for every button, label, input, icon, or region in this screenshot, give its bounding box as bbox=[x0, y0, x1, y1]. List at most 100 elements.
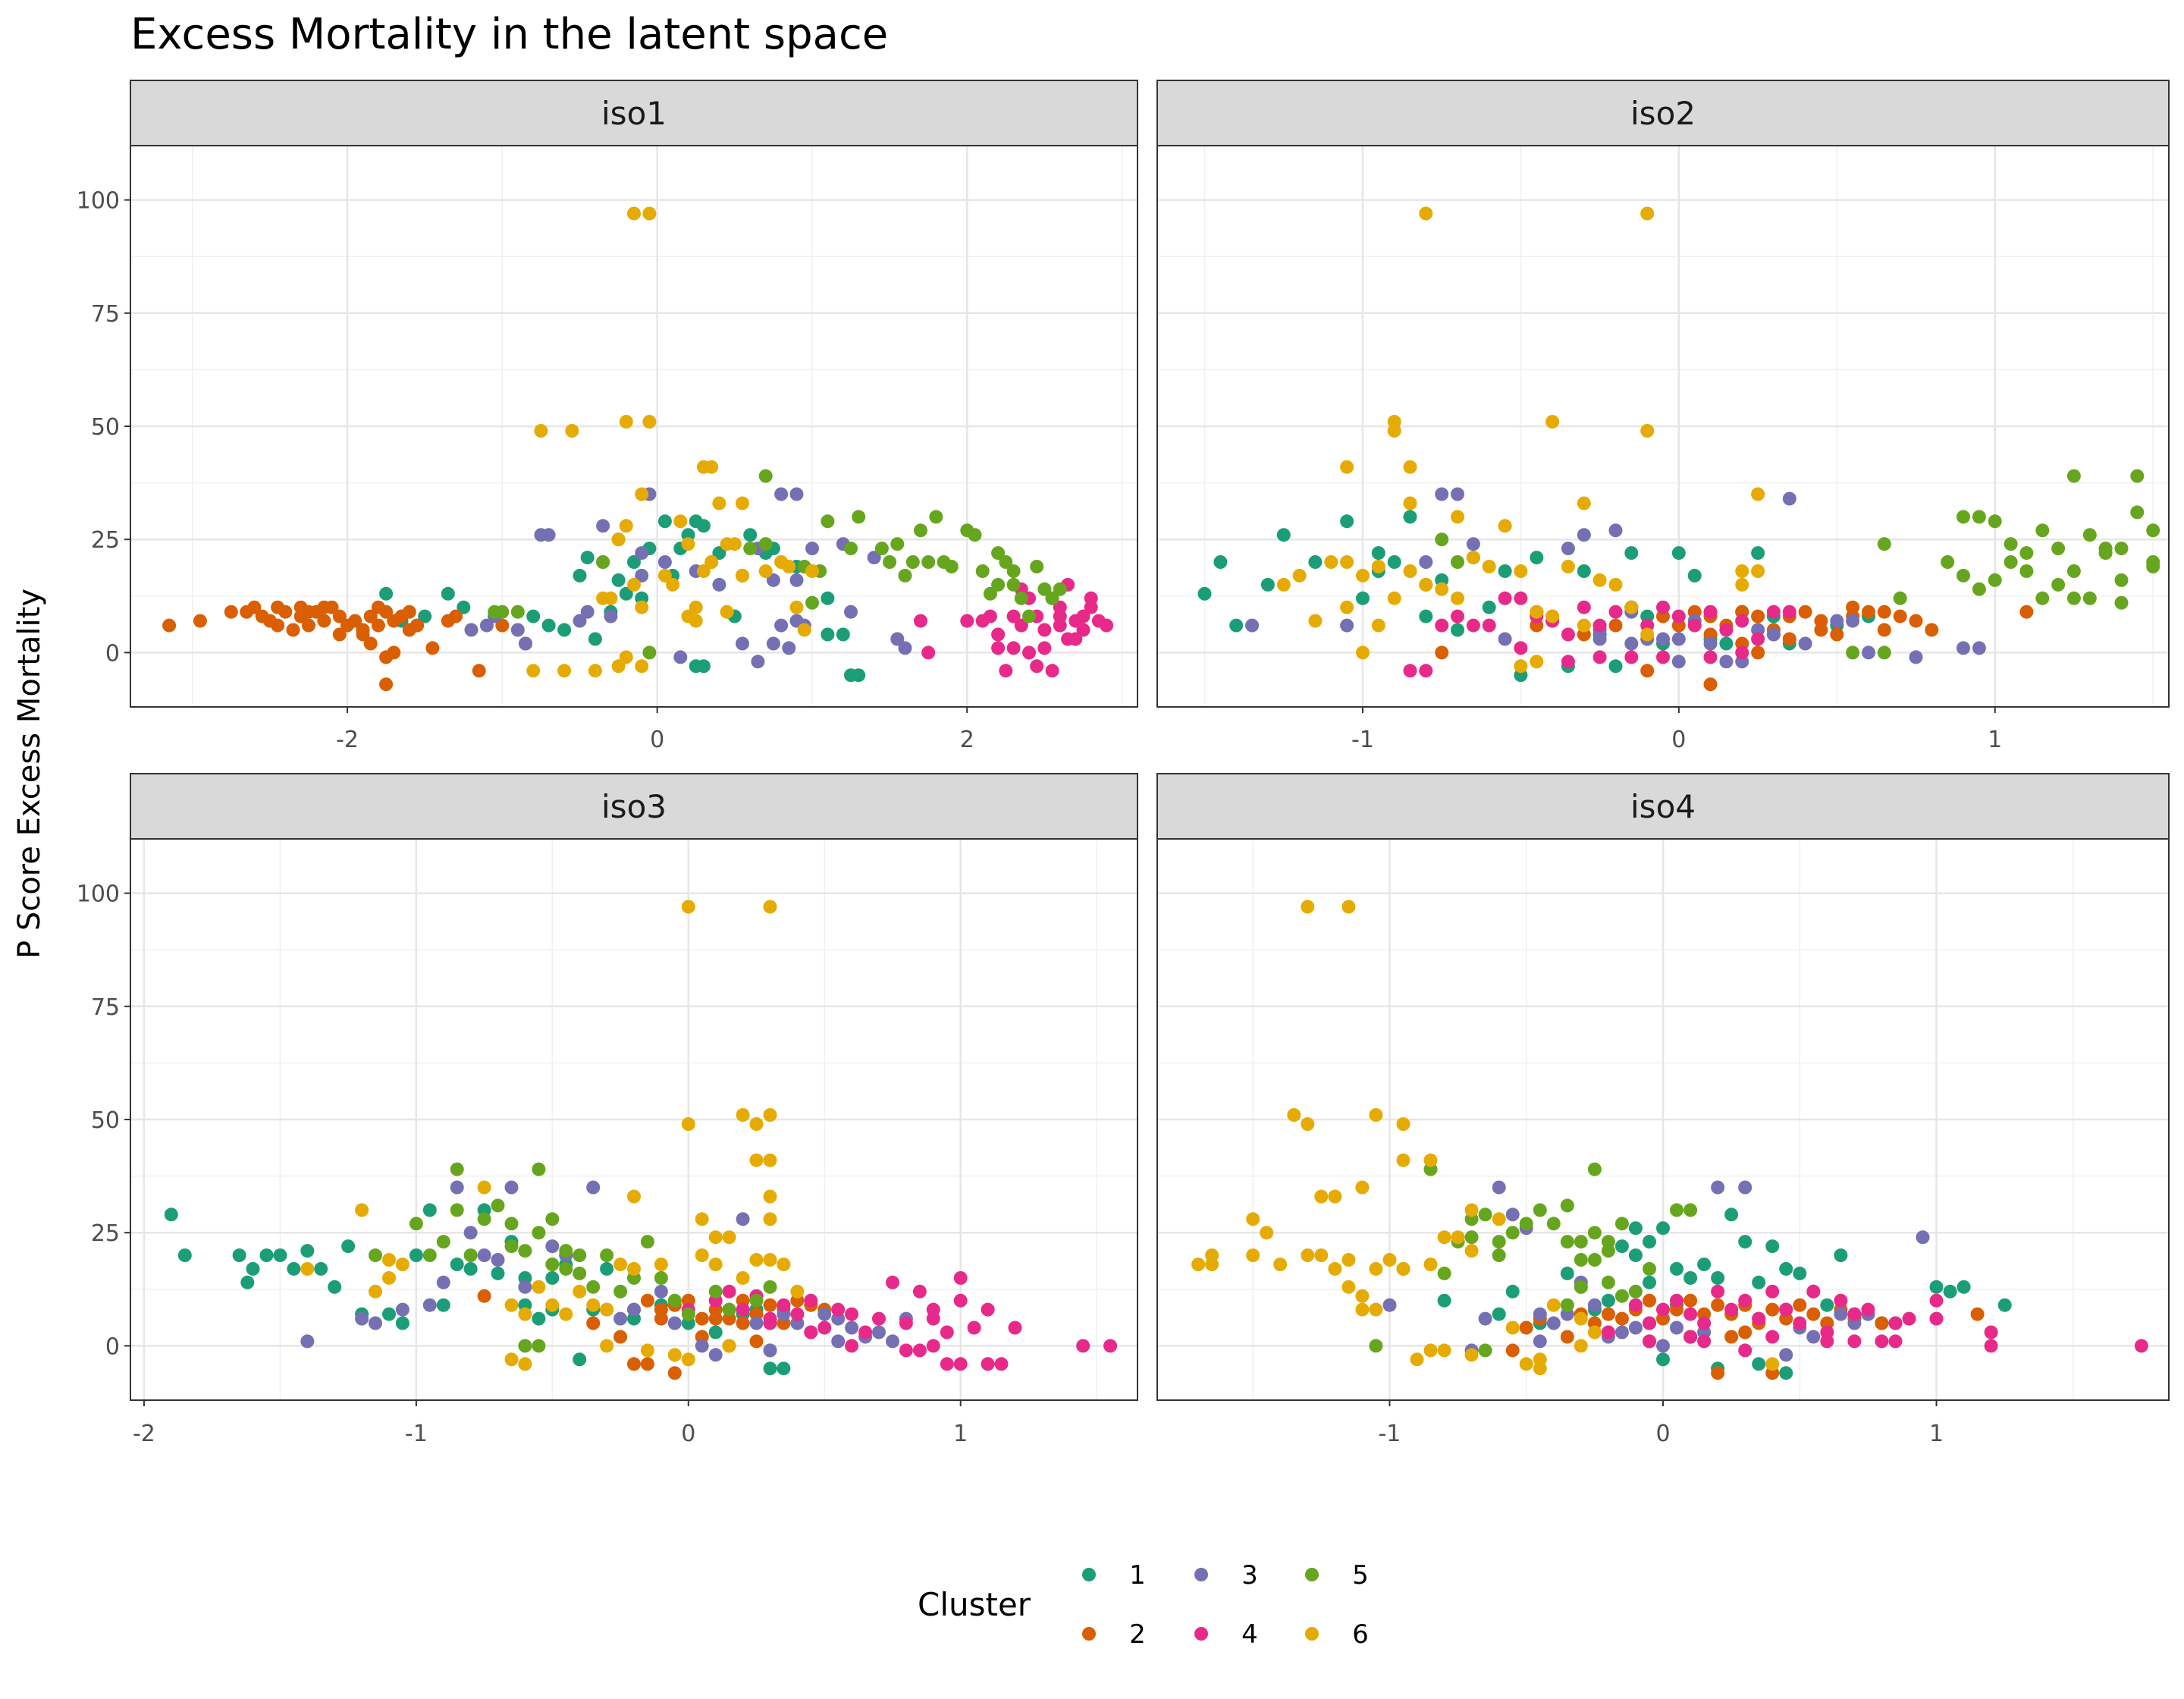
data-point-cluster-1 bbox=[619, 586, 633, 601]
data-point-cluster-3 bbox=[766, 636, 780, 651]
data-point-cluster-3 bbox=[763, 1343, 777, 1358]
data-point-cluster-2 bbox=[193, 614, 207, 628]
data-point-cluster-6 bbox=[1369, 1302, 1383, 1317]
data-point-cluster-5 bbox=[2082, 528, 2097, 542]
data-point-cluster-6 bbox=[1533, 1352, 1547, 1367]
data-point-cluster-4 bbox=[1014, 618, 1028, 633]
data-point-cluster-6 bbox=[300, 1261, 315, 1276]
data-point-cluster-5 bbox=[991, 577, 1006, 592]
facet-panel-iso1: iso1 0 25 50 75 100 -2 0 2 bbox=[77, 80, 1138, 753]
legend-label-cluster-6: 6 bbox=[1352, 1619, 1369, 1650]
data-point-cluster-3 bbox=[867, 551, 881, 565]
data-point-cluster-1 bbox=[696, 659, 711, 674]
data-point-cluster-6 bbox=[1466, 551, 1480, 565]
data-point-cluster-4 bbox=[1103, 1339, 1118, 1353]
data-point-cluster-6 bbox=[763, 1153, 777, 1167]
data-point-cluster-4 bbox=[1806, 1284, 1821, 1299]
data-point-cluster-6 bbox=[1561, 560, 1575, 573]
data-point-cluster-5 bbox=[2066, 564, 2081, 578]
data-point-cluster-5 bbox=[1574, 1235, 1588, 1249]
data-point-cluster-6 bbox=[763, 1189, 777, 1204]
data-point-cluster-6 bbox=[600, 1339, 614, 1353]
data-point-cluster-5 bbox=[2035, 591, 2050, 605]
data-point-cluster-4 bbox=[1820, 1334, 1834, 1349]
data-point-cluster-5 bbox=[905, 555, 920, 569]
data-point-cluster-1 bbox=[164, 1208, 178, 1222]
data-point-cluster-5 bbox=[450, 1203, 464, 1217]
data-point-cluster-4 bbox=[1766, 605, 1781, 619]
data-point-cluster-2 bbox=[495, 618, 510, 633]
data-point-cluster-3 bbox=[586, 1180, 601, 1195]
data-point-cluster-1 bbox=[379, 586, 394, 601]
data-point-cluster-2 bbox=[1640, 664, 1655, 678]
data-point-cluster-6 bbox=[395, 1258, 410, 1271]
data-point-cluster-4 bbox=[1022, 645, 1036, 660]
data-point-cluster-6 bbox=[681, 537, 695, 551]
data-point-cluster-2 bbox=[1519, 1321, 1533, 1335]
data-point-cluster-5 bbox=[1614, 1217, 1629, 1231]
data-point-cluster-5 bbox=[1587, 1253, 1602, 1267]
facet-strip bbox=[130, 773, 1138, 840]
data-point-cluster-6 bbox=[1624, 600, 1639, 614]
data-point-cluster-5 bbox=[1601, 1235, 1615, 1249]
data-point-cluster-1 bbox=[232, 1248, 246, 1262]
data-point-cluster-3 bbox=[789, 487, 804, 501]
data-point-cluster-3 bbox=[774, 487, 789, 501]
y-axis-title: P Score Excess Mortality bbox=[12, 589, 47, 959]
data-point-cluster-6 bbox=[1369, 1108, 1383, 1122]
data-point-cluster-4 bbox=[1888, 1334, 1903, 1349]
data-point-cluster-3 bbox=[580, 605, 595, 619]
data-point-cluster-4 bbox=[1735, 614, 1749, 628]
facet-strip-label: iso3 bbox=[601, 788, 667, 825]
data-point-cluster-6 bbox=[1530, 655, 1544, 669]
data-point-cluster-4 bbox=[1601, 1325, 1615, 1339]
data-point-cluster-1 bbox=[259, 1248, 274, 1262]
data-point-cluster-6 bbox=[382, 1253, 396, 1267]
legend-label-cluster-5: 5 bbox=[1352, 1560, 1369, 1591]
data-point-cluster-3 bbox=[1608, 523, 1623, 538]
data-point-cluster-4 bbox=[921, 645, 936, 660]
data-point-cluster-6 bbox=[635, 487, 649, 501]
data-point-cluster-3 bbox=[491, 1253, 505, 1267]
data-point-cluster-1 bbox=[1608, 659, 1623, 674]
data-point-cluster-5 bbox=[1478, 1343, 1492, 1358]
data-point-cluster-5 bbox=[1560, 1235, 1574, 1249]
data-point-cluster-2 bbox=[410, 618, 424, 633]
data-point-cluster-3 bbox=[1806, 1330, 1821, 1344]
data-point-cluster-5 bbox=[510, 605, 525, 619]
data-point-cluster-6 bbox=[722, 1230, 736, 1245]
data-point-cluster-5 bbox=[1670, 1203, 1684, 1217]
data-point-cluster-2 bbox=[667, 1366, 682, 1380]
data-point-cluster-1 bbox=[696, 519, 711, 533]
data-point-cluster-4 bbox=[1684, 1307, 1698, 1321]
data-point-cluster-2 bbox=[749, 1334, 764, 1349]
data-point-cluster-5 bbox=[1614, 1289, 1629, 1303]
data-point-cluster-5 bbox=[1492, 1248, 1506, 1262]
data-point-cluster-5 bbox=[504, 1239, 519, 1254]
facet-strip bbox=[1156, 773, 2170, 840]
data-point-cluster-5 bbox=[2019, 546, 2034, 561]
data-point-cluster-3 bbox=[436, 1275, 450, 1289]
data-point-cluster-2 bbox=[247, 600, 262, 614]
data-point-cluster-4 bbox=[960, 614, 974, 628]
data-point-cluster-2 bbox=[1814, 623, 1828, 637]
data-point-cluster-6 bbox=[1546, 1298, 1561, 1312]
data-point-cluster-6 bbox=[1419, 577, 1433, 592]
data-point-cluster-5 bbox=[450, 1162, 464, 1176]
data-point-cluster-4 bbox=[953, 1270, 968, 1285]
data-point-cluster-1 bbox=[821, 627, 835, 642]
data-point-cluster-2 bbox=[371, 600, 385, 614]
data-point-cluster-1 bbox=[1697, 1258, 1712, 1271]
data-point-cluster-3 bbox=[1577, 528, 1591, 542]
data-point-cluster-3 bbox=[1498, 632, 1512, 646]
data-point-cluster-2 bbox=[402, 605, 416, 619]
data-point-cluster-6 bbox=[1356, 645, 1370, 660]
data-point-cluster-3 bbox=[695, 1339, 709, 1353]
data-point-cluster-5 bbox=[1022, 609, 1036, 623]
data-point-cluster-5 bbox=[874, 542, 889, 556]
data-point-cluster-1 bbox=[1643, 1235, 1656, 1249]
data-point-cluster-1 bbox=[341, 1239, 356, 1254]
data-point-cluster-4 bbox=[1498, 591, 1512, 605]
data-point-cluster-2 bbox=[1711, 1366, 1725, 1380]
data-point-cluster-4 bbox=[845, 1339, 859, 1353]
